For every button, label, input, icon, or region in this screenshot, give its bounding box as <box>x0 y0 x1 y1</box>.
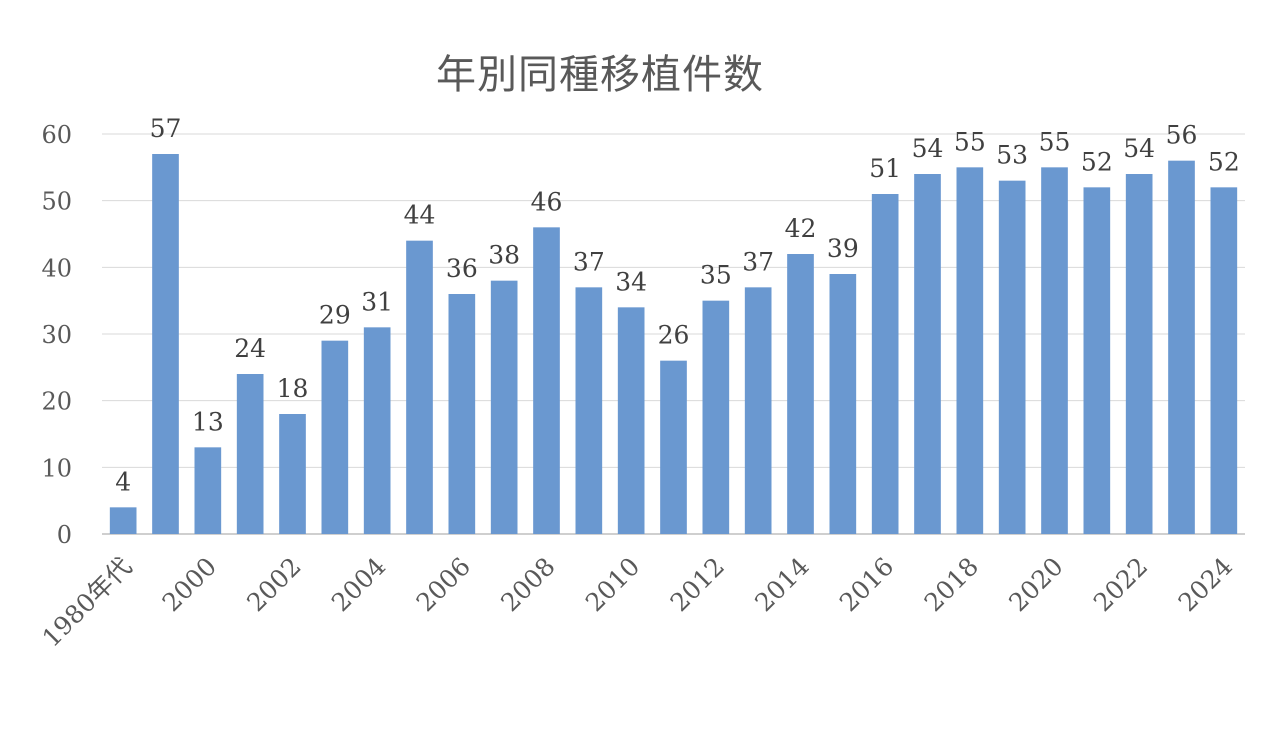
x-axis-ticks: 1980年代 2000 2002 2004 2006 2008 2010 2012 2014 20… <box>37 552 1239 653</box>
bar <box>1168 160 1195 534</box>
data-label: 52 <box>1208 147 1240 176</box>
bar <box>787 254 814 534</box>
bar <box>533 227 560 535</box>
data-label: 44 <box>404 201 436 230</box>
data-label: 37 <box>573 247 605 276</box>
bar <box>109 507 137 534</box>
data-label: 18 <box>277 374 309 403</box>
x-tick-label: 2008 <box>495 552 560 617</box>
bar <box>702 300 730 534</box>
bar <box>363 327 391 534</box>
bar <box>448 294 476 534</box>
data-label: 24 <box>234 334 266 363</box>
y-tick-label: 10 <box>41 454 72 482</box>
data-label: 26 <box>658 321 690 350</box>
data-label: 51 <box>869 154 901 183</box>
bar <box>871 194 899 534</box>
x-tick-label: 2002 <box>241 552 306 617</box>
data-label: 52 <box>1081 147 1113 176</box>
x-tick-label: 2018 <box>919 552 984 617</box>
bar <box>829 274 857 534</box>
x-tick-label: 2004 <box>326 552 391 617</box>
y-tick-label: 0 <box>57 521 72 549</box>
bars <box>109 154 1238 535</box>
data-label: 54 <box>1123 134 1155 163</box>
data-label: 39 <box>827 234 859 263</box>
data-label: 56 <box>1166 121 1198 150</box>
y-tick-label: 40 <box>41 254 72 282</box>
bar <box>575 287 603 534</box>
x-tick-label: 2016 <box>834 552 899 617</box>
y-tick-label: 50 <box>41 188 72 216</box>
data-label: 34 <box>615 267 647 296</box>
bar <box>660 360 687 534</box>
x-tick-label: 2010 <box>580 552 645 617</box>
data-label: 54 <box>912 134 944 163</box>
data-label: 57 <box>150 114 182 143</box>
data-label: 13 <box>192 407 224 436</box>
x-tick-label: 2000 <box>157 552 222 617</box>
bar <box>236 374 264 534</box>
bar <box>152 154 179 534</box>
bar <box>406 240 433 534</box>
chart-title: 年別同種移植件数 <box>436 52 764 98</box>
data-labels: 4 57 13 24 18 29 31 44 36 38 46 37 34 26 35 37 42 39 51 54 5… <box>115 114 1240 496</box>
x-tick-label: 2014 <box>749 552 814 617</box>
x-tick-label: 2012 <box>665 552 730 617</box>
data-label: 46 <box>531 187 563 216</box>
data-label: 55 <box>954 127 986 156</box>
x-tick-label: 2020 <box>1003 552 1068 617</box>
bar <box>1125 174 1153 534</box>
bar <box>490 280 518 534</box>
x-tick-label: 1980年代 <box>37 552 138 653</box>
bar <box>617 307 645 534</box>
y-tick-label: 30 <box>41 321 72 349</box>
data-label: 29 <box>319 301 351 330</box>
bar <box>279 414 306 534</box>
x-tick-label: 2022 <box>1088 552 1153 617</box>
bar <box>321 340 349 534</box>
data-label: 37 <box>742 247 774 276</box>
y-tick-label: 20 <box>41 388 72 416</box>
data-label: 36 <box>446 254 478 283</box>
bar <box>914 174 941 534</box>
bar <box>998 180 1026 534</box>
bar <box>1083 187 1111 535</box>
y-tick-label: 60 <box>41 121 72 149</box>
data-label: 42 <box>785 214 817 243</box>
bar <box>1041 167 1068 535</box>
data-label: 55 <box>1039 127 1071 156</box>
bar <box>194 447 222 534</box>
data-label: 38 <box>488 241 520 270</box>
data-label: 35 <box>700 261 732 290</box>
bar <box>1210 187 1238 535</box>
y-axis-ticks: 0 10 20 30 40 50 60 <box>41 121 72 549</box>
bar <box>956 167 984 535</box>
data-label: 31 <box>361 287 393 316</box>
x-tick-label: 2024 <box>1173 552 1238 617</box>
data-label: 4 <box>115 467 131 496</box>
x-tick-label: 2006 <box>411 552 476 617</box>
bar <box>744 287 772 534</box>
data-label: 53 <box>996 141 1028 170</box>
